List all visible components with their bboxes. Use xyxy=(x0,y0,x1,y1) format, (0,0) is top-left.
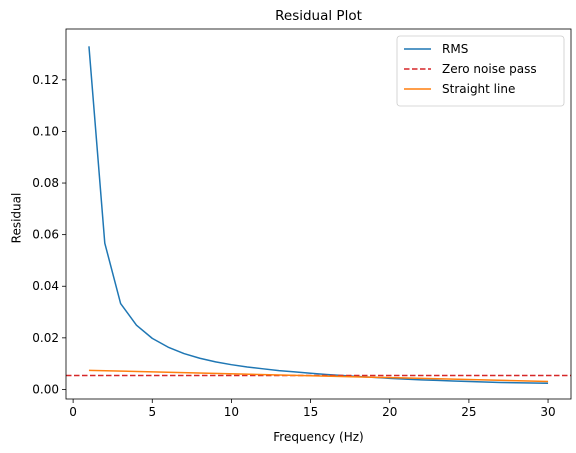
x-tick-label: 5 xyxy=(148,405,156,419)
axes-spines xyxy=(65,28,572,400)
y-tick-label: 0.02 xyxy=(32,331,59,345)
legend: RMS Zero noise pass Straight line xyxy=(396,35,565,107)
y-tick-label: 0.04 xyxy=(32,279,59,293)
legend-box xyxy=(396,35,565,107)
y-tick-label: 0.10 xyxy=(32,124,59,138)
y-tick-label: 0.00 xyxy=(32,382,59,396)
x-tick-label: 0 xyxy=(69,405,77,419)
chart-title: Residual Plot xyxy=(275,8,362,24)
series-line-rms xyxy=(88,46,549,385)
x-tick-label: 25 xyxy=(461,405,476,419)
x-tick-label: 10 xyxy=(224,405,239,419)
y-tick-label: 0.12 xyxy=(32,73,59,87)
y-tick-label: 0.08 xyxy=(32,176,59,190)
x-tick-label: 20 xyxy=(382,405,397,419)
x-axis: 0 5 10 15 20 25 30 xyxy=(69,399,556,419)
legend-label-rms: RMS xyxy=(442,42,468,56)
axes-frame xyxy=(65,28,572,400)
x-axis-label: Frequency (Hz) xyxy=(273,430,364,444)
x-tick-label: 15 xyxy=(303,405,318,419)
y-axis: 0.00 0.02 0.04 0.06 0.08 0.10 0.12 xyxy=(32,73,66,396)
y-tick-label: 0.06 xyxy=(32,228,59,242)
legend-label-zero-noise-pass: Zero noise pass xyxy=(442,62,537,76)
series-layer xyxy=(66,46,571,385)
y-axis-label: Residual xyxy=(10,193,24,244)
legend-label-straight-line: Straight line xyxy=(442,82,515,96)
series-line-straight-line xyxy=(88,369,549,383)
x-tick-label: 30 xyxy=(540,405,555,419)
